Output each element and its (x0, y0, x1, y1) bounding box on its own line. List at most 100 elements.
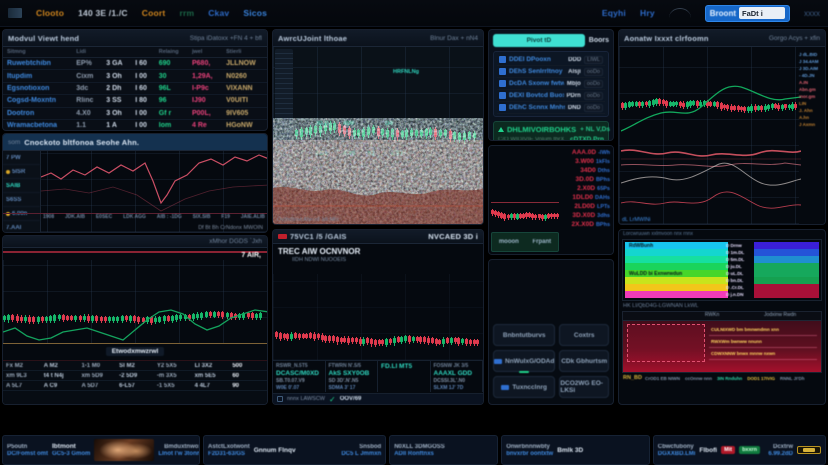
search-container[interactable]: Broont FaDt i (704, 4, 790, 22)
media-button-0[interactable]: Bnbntutburvs (493, 324, 556, 346)
data-row[interactable]: A 5L7 A C9 A 5D7 6-L57 -1 5X5 4 4L7 90 (3, 381, 267, 391)
stat-column-0[interactable]: RSWR_N.5T5 DCASC/M0XD SB.T0.07.V9 W0E 0'.07 (273, 361, 326, 392)
media-button-3[interactable]: CDk Gbhurtsm (559, 350, 609, 372)
indicator-chart-meta[interactable]: Gorgo Acys + xfin (768, 34, 820, 42)
ladder-button-0[interactable]: mooon (498, 239, 519, 245)
table-row[interactable]: Egsnotioxon 3dc 2 Dh I 60 96L I-P9c VIXANN (3, 82, 267, 95)
side-label-2[interactable]: SAIB (3, 179, 40, 193)
rainbow-heatmap[interactable]: RdWBunh WuLDD bi Exnwrwdun D Drnw D 1m.DL D… (622, 239, 822, 301)
rainbow-band-5[interactable] (625, 277, 728, 284)
rainbow-band-1[interactable] (625, 249, 728, 256)
watchlist-meta[interactable]: Stipa iDatoxx +FN 4 + bfl (189, 34, 262, 42)
order-list-item[interactable]: DEhC Scnnx MnhstxonuwlDNDooDo (497, 102, 605, 114)
axis-label-8[interactable]: J. Ahn (799, 108, 813, 113)
order-list-item[interactable]: DEhS Senlrrltnoy Alsji ooDo (497, 66, 605, 78)
rainbow-table[interactable]: RWKn Jodxinw Rwdn CULNIXWD bm bmnwndmn x… (622, 311, 822, 373)
rtable-selection[interactable] (627, 324, 705, 362)
stat-column-1[interactable]: FTWRN N'.5/5 AkS SXY0OB SD 3D'.N'.N5 SDMA 3… (326, 361, 378, 392)
ladder-row[interactable]: 3D.X0D 3dhs (561, 211, 613, 220)
indicator-right-axis[interactable]: J dL.BID J 34.4AM J 3D.AIM - 4D.JN A.IN Abn.g… (798, 51, 825, 128)
bottom-panel-panel-d[interactable]: Onwrbnnnwbty bnvxrbr oontxtw Bmlk 3D (501, 435, 650, 465)
order-list-item[interactable]: DDEI DPooxn DDD LIWL (497, 54, 605, 66)
axis-label-2[interactable]: J 3D.AIM (799, 66, 819, 71)
nav-item-0[interactable]: Clooto (36, 8, 65, 18)
side-label-1[interactable]: 5ISR (3, 165, 40, 179)
panel-thumbnail[interactable] (94, 439, 155, 461)
heat-chart-canvas[interactable]: HRFNLNg JD.D4D9D4J.D14.4S512.V1 (273, 47, 483, 224)
nav-item-3[interactable]: rrm (179, 8, 195, 18)
table-row[interactable]: Itupdim Cixm 3 Oh I 00 30 1,29A, N0260 (3, 70, 267, 83)
ladder-row[interactable]: 34D0 Dths (561, 166, 613, 175)
checkbox-icon[interactable] (277, 396, 283, 402)
table-row[interactable]: Wramacbetona 1.1 1 A I 00 Iom 4 Re HGoNW (3, 119, 267, 130)
rainbow-band-0[interactable]: RdWBunh (625, 242, 728, 249)
axis-label-6[interactable]: mor.gm (799, 94, 816, 99)
footer-cell-4[interactable]: RNNL JI'Dh (779, 375, 805, 381)
rainbow-table-row-2[interactable]: CDWXNNW bnwx mnnw nxwn (709, 348, 817, 360)
axis-label-9[interactable]: A.hn (799, 115, 809, 120)
col-pct[interactable]: jwel (188, 47, 223, 58)
ladder-row[interactable]: 2X.X0D BPhs (561, 220, 613, 229)
bottom-candles-canvas[interactable]: 7 AIR, Etwodxmwzrwl Fx M2 A M2 1-1 M0 Sl M2… (3, 248, 267, 404)
side-label-0[interactable]: 7 PW (3, 151, 40, 165)
order-list-item[interactable]: DEXI Bovtcd BuoxnwPDrnooDo (497, 90, 605, 102)
ladder-row[interactable]: 3D.0D BPhs (561, 175, 613, 184)
ladder-button-1[interactable]: Frpant (532, 239, 552, 245)
ladder-row[interactable]: AAA.0D -lWh (561, 148, 613, 157)
rainbow-band-4[interactable]: WuLDD bi Exnwrwdun (625, 270, 728, 277)
footer-cell-2[interactable]: 3IN Rnduhn (716, 375, 743, 381)
nav-item-5[interactable]: Sicos (243, 8, 268, 18)
bottom-panel-panel-e[interactable]: Cbwcfubony DGXXBD.LMi Flbofi Mit bxxrn Dcxtrw… (652, 435, 827, 465)
axis-label-7[interactable]: LIN (799, 101, 807, 106)
data-row[interactable]: xm 9L3 t4 t N4j xm 5D9 -2 5D9 -m 3X5 xm 5E5 60 (3, 371, 267, 381)
ladder-row[interactable]: 1DLD0 DAHs (561, 193, 613, 202)
rainbow-table-row-1[interactable]: RWXWm bwnww nnunn (709, 336, 817, 348)
side-label-5[interactable]: 7.AAI (3, 221, 40, 232)
line-chart-canvas[interactable]: 7 PW5ISRSAIBS6SS6.00n7.AAISOuLOTTCLGR 19… (3, 151, 267, 232)
rainbow-band-2[interactable] (625, 256, 728, 263)
axis-label-0[interactable]: J dL.BID (799, 52, 818, 57)
nav-item-2[interactable]: Coort (141, 8, 166, 18)
heat-chart-meta[interactable]: Blnur Dax + nN4 (430, 34, 478, 42)
ladder-row[interactable]: 3.W00 1kFIs (561, 157, 613, 166)
col-symbol[interactable]: Sitmng (3, 47, 73, 58)
artwork-thumbnail[interactable] (493, 264, 609, 316)
side-label-4[interactable]: 6.00n (3, 207, 40, 221)
media-button-5[interactable]: DCO2WG EO-LKSi (559, 376, 609, 398)
table-row[interactable]: Ruwebtchibn EP% 3 GA I 60 690 P680, JLLNOW (3, 58, 267, 70)
ladder-chart-canvas[interactable]: AAA.0D -lWh 3.W00 1kFIs 34D0 Dths 3D.0D BPhs 2.X… (489, 146, 613, 254)
data-row[interactable]: Fx M2 A M2 1-1 M0 Sl M2 Y2 5X5 Ll 3X2 500 (3, 361, 267, 371)
indicator-chart-canvas[interactable]: J dL.BID J 34.4AM J 3D.AIM - 4D.JN A.IN Abn.g… (619, 47, 825, 224)
footer-cell-0[interactable]: CrOD1 EB NIWN (644, 375, 680, 381)
price-ladder[interactable]: AAA.0D -lWh 3.W00 1kFIs 34D0 Dths 3D.0D BPhs 2.X… (561, 146, 613, 254)
axis-label-5[interactable]: Abn.gm (799, 87, 816, 92)
table-row[interactable]: Dootron 4.X0 3 Oh I 00 Gf r P00L, 9IV605 (3, 107, 267, 120)
nav-item-4[interactable]: Ckav (208, 8, 230, 18)
side-label-3[interactable]: S6SS (3, 193, 40, 207)
yellow-action-button[interactable] (797, 446, 822, 454)
nav-item-6[interactable]: Eqyhi (601, 8, 626, 18)
axis-label-4[interactable]: A.IN (799, 80, 808, 85)
ladder-row[interactable]: 2LD0D LPTs (561, 202, 613, 211)
rainbow-table-row-0[interactable]: CULNIXWD bm bmnwndmn xnn (709, 324, 817, 336)
col-change[interactable]: Relaing (154, 47, 188, 58)
stat-column-3[interactable]: FOSNW JK 3/5 AAAXL GDD DCSSI.3L'.N0 SLXM 1J… (431, 361, 483, 392)
footer-cell-3[interactable]: DOD1 17IVIG (747, 375, 775, 381)
col-last[interactable]: Lidi (72, 47, 103, 58)
table-row[interactable]: Cogsd-Moxntn Rlinc 3 SS I 80 96 IJ90 V0UITI (3, 95, 267, 107)
boors-button[interactable]: Boors (588, 37, 609, 44)
nav-item-1[interactable]: 140 3E /1./C (78, 8, 128, 18)
ladder-row[interactable]: 2.X0D 65Ps (561, 184, 613, 193)
search-button[interactable]: Broont (709, 8, 736, 18)
axis-label-3[interactable]: - 4D.JN (799, 73, 815, 78)
stat-column-2[interactable]: FD.LI MT5 (378, 361, 431, 392)
rainbow-band-6[interactable] (625, 284, 728, 291)
bottom-candles-meta[interactable]: xMhor DGDS `Jxh (209, 238, 262, 245)
search-input[interactable]: FaDt i (739, 7, 785, 19)
col-volume[interactable]: Stierli (222, 47, 267, 58)
bottom-panel-panel-c[interactable]: N0XLL 3DMGOSS ADII Ronftnxs (389, 435, 499, 465)
media-button-2[interactable]: NnWuIxG/ODAd (493, 350, 556, 373)
bottom-panel-panel-b[interactable]: AstctLxotwont F2D31-63/GS Gnnum Flnqv Snsbo… (203, 435, 387, 465)
media-button-4[interactable]: Tuxncclnrg (493, 376, 556, 398)
